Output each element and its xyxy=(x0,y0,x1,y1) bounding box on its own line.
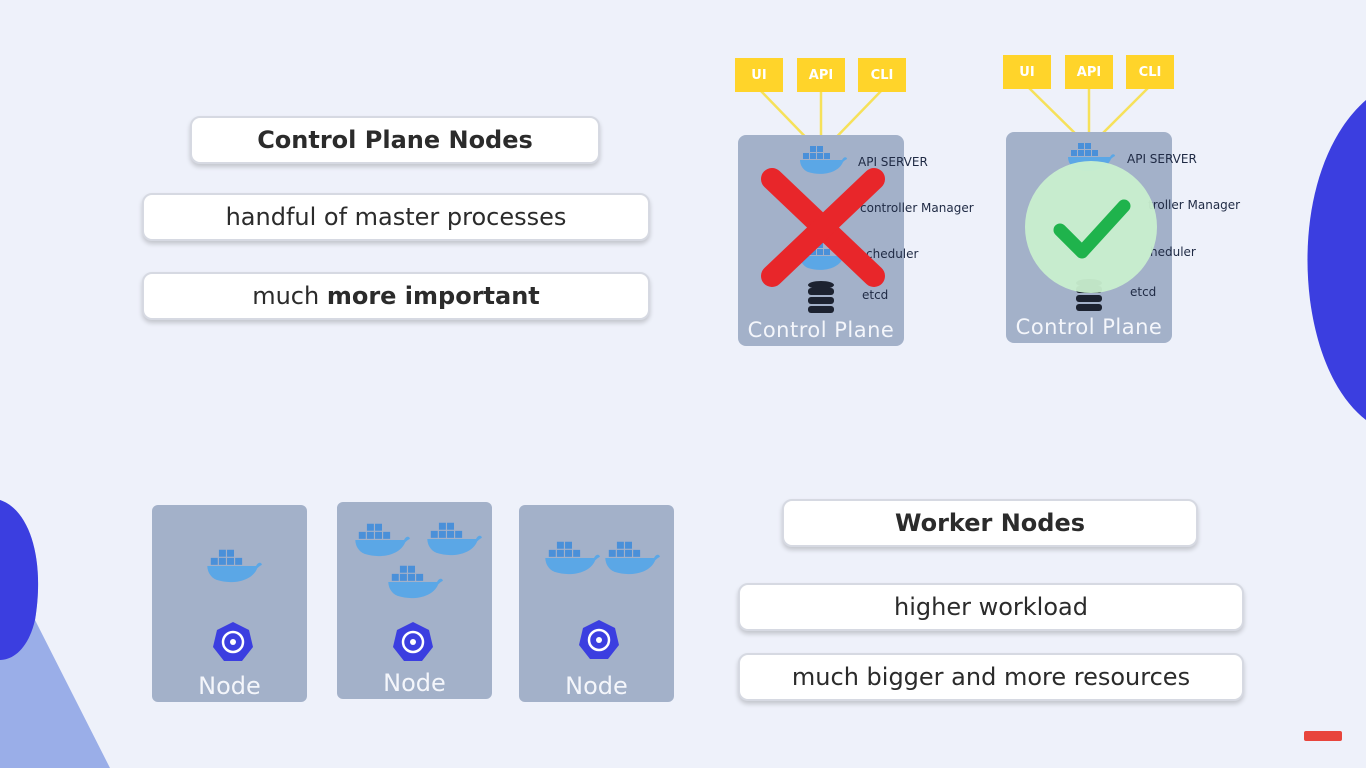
process-controller-manager: troller Manager xyxy=(1148,198,1241,212)
green-check-icon xyxy=(1025,161,1157,293)
process-scheduler: heduler xyxy=(1150,245,1196,259)
kubernetes-icon xyxy=(213,622,253,661)
docker-whale-icon xyxy=(605,541,660,575)
worker-point-1: higher workload xyxy=(738,583,1244,631)
docker-whale-icon xyxy=(427,522,482,556)
control-plane-point-2: much more important xyxy=(142,272,650,320)
process-controller-manager: controller Manager xyxy=(860,201,974,215)
ui-tag: UI xyxy=(735,58,783,92)
worker-node-2: Node xyxy=(337,502,492,699)
control-plane-point-1: handful of master processes xyxy=(142,193,650,241)
process-api-server: API SERVER xyxy=(1127,152,1197,166)
control-plane-title: Control Plane Nodes xyxy=(190,116,600,164)
docker-whale-icon xyxy=(355,523,410,557)
cli-tag: CLI xyxy=(858,58,906,92)
decor-blob-right xyxy=(1307,100,1366,420)
worker-nodes-title: Worker Nodes xyxy=(782,499,1198,547)
control-plane-label: Control Plane xyxy=(1015,315,1163,339)
kubernetes-icon xyxy=(393,622,433,661)
control-plane-label: Control Plane xyxy=(747,318,895,342)
worker-node-3: Node xyxy=(519,505,674,702)
process-etcd: etcd xyxy=(862,288,889,302)
process-scheduler: cheduler xyxy=(866,247,919,261)
decor-blob-left xyxy=(0,500,110,768)
worker-point-2: much bigger and more resources xyxy=(738,653,1244,701)
docker-whale-icon xyxy=(388,565,443,599)
process-api-server: API SERVER xyxy=(858,155,928,169)
ui-tag: UI xyxy=(1003,55,1051,89)
worker-node-1: Node xyxy=(152,505,307,702)
database-icon xyxy=(808,281,834,313)
node-label: Node xyxy=(565,672,628,700)
api-tag: API xyxy=(797,58,845,92)
red-cross-icon xyxy=(761,168,885,287)
kubernetes-icon xyxy=(579,620,619,659)
api-tag: API xyxy=(1065,55,1113,89)
docker-whale-icon xyxy=(800,146,847,174)
docker-whale-icon xyxy=(207,549,262,583)
subscribe-badge-icon[interactable] xyxy=(1304,731,1342,741)
node-label: Node xyxy=(198,672,261,700)
process-etcd: etcd xyxy=(1130,285,1157,299)
cli-tag: CLI xyxy=(1126,55,1174,89)
docker-whale-icon xyxy=(545,541,600,575)
node-label: Node xyxy=(383,669,446,697)
